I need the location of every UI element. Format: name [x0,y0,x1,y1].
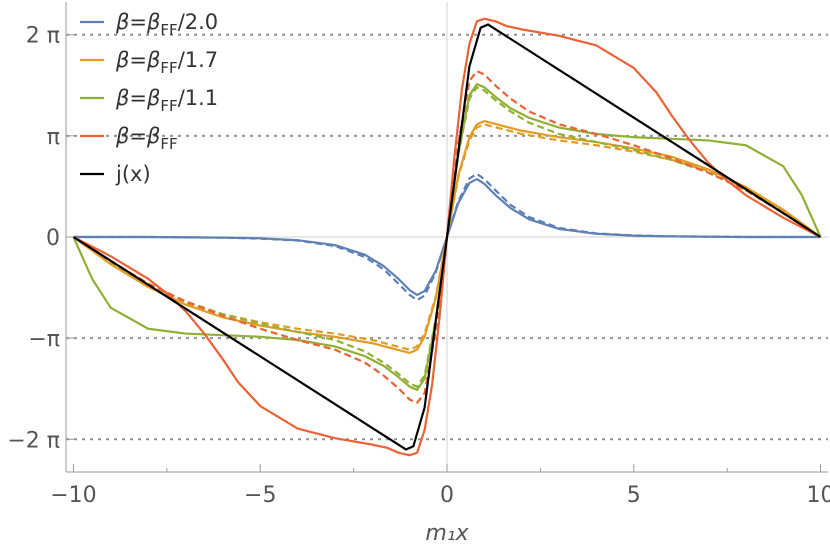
x-tick-label: −10 [50,483,96,508]
x-tick-label: −5 [244,483,276,508]
y-tick-label: 0 [46,226,60,251]
x-tick-label: 10 [807,483,830,508]
legend-label: j(x) [115,162,151,186]
y-tick-label: −π [28,327,60,352]
ticks: −10 −5 0 5 10 2 π π 0 −π −2 π [7,24,830,508]
legend-label: β=βFF/1.1 [115,86,218,115]
series-line [72,23,822,451]
legend-label: β=βFF/1.7 [115,48,218,77]
x-tick-label: 0 [440,483,454,508]
y-tick-label: 2 π [26,24,60,49]
y-tick-label: π [47,125,60,150]
x-axis-label: m₁x [425,521,469,546]
x-tick-label: 5 [627,483,641,508]
y-tick-label: −2 π [7,428,60,453]
series-layer [72,17,822,457]
legend-label: β=βFF [115,124,178,153]
